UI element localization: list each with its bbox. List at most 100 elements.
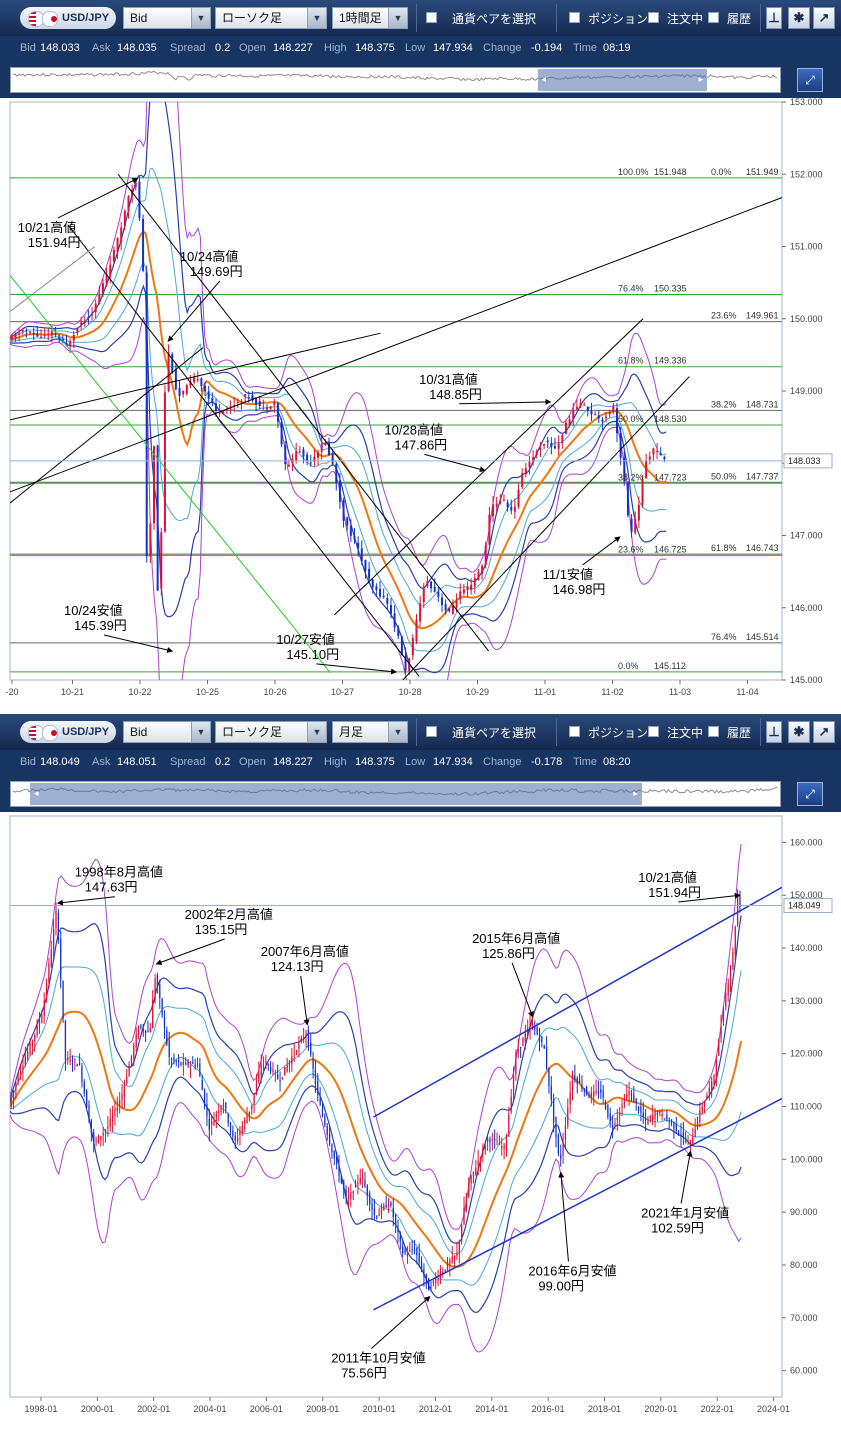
candle-body	[654, 1111, 656, 1119]
candle-body	[233, 405, 236, 407]
expand-icon[interactable]: ⤢	[797, 68, 823, 92]
popout-icon[interactable]: ↗	[813, 721, 835, 743]
positions-checkbox[interactable]	[569, 12, 580, 23]
pin-icon[interactable]: ⊥	[766, 7, 782, 29]
fibonacci-price-label: 147.723	[654, 472, 687, 482]
candle-body	[368, 568, 371, 579]
fibonacci-ratio-label: 76.4%	[711, 632, 737, 642]
timeframe-select[interactable]: 月足 ▼	[332, 721, 408, 743]
navigator-window[interactable]: ◂ ▸	[30, 783, 642, 805]
price-type-select[interactable]: Bid ▼	[123, 721, 211, 743]
candle-body	[706, 1095, 708, 1100]
candle-body	[420, 1261, 423, 1271]
candle-body	[22, 1065, 24, 1071]
history-checkbox[interactable]	[708, 12, 719, 23]
candle-body	[324, 1116, 326, 1126]
bid-label: Bid	[20, 756, 36, 768]
candle-body	[482, 1147, 484, 1154]
candle-body	[720, 1025, 722, 1039]
pair-select-label[interactable]: 通貨ペアを選択	[452, 12, 537, 26]
candle-body	[708, 1088, 710, 1093]
y-tick-label: 147.000	[790, 531, 823, 541]
ask-label: Ask	[92, 42, 111, 54]
chevron-down-icon[interactable]: ▼	[307, 8, 326, 28]
chevron-down-icon[interactable]: ▼	[307, 722, 326, 742]
candle-body	[449, 1260, 451, 1265]
candle-body	[652, 1115, 654, 1121]
candle-body	[415, 619, 418, 642]
candle-body	[357, 542, 360, 549]
candle-body	[291, 459, 294, 464]
candle-body	[444, 604, 447, 611]
candle-body	[55, 911, 57, 928]
candle-body	[515, 1052, 517, 1074]
chevron-down-icon[interactable]: ▼	[388, 722, 407, 742]
candle-body	[715, 1060, 718, 1078]
chevron-left-icon[interactable]: ◂	[33, 788, 39, 798]
candle-body	[112, 249, 115, 262]
chart-style-select[interactable]: ローソク足 ▼	[215, 721, 327, 743]
chevron-down-icon[interactable]: ▼	[388, 8, 407, 28]
candle-body	[177, 1060, 180, 1062]
open-label: Open	[239, 42, 266, 54]
candle-body	[76, 328, 79, 333]
candle-body	[135, 1034, 137, 1048]
chart-style-select[interactable]: ローソク足 ▼	[215, 7, 327, 29]
chevron-right-icon[interactable]: ▸	[698, 74, 704, 84]
orders-label: 注文中	[667, 12, 704, 26]
candle-body	[336, 1156, 338, 1164]
candle-body	[69, 341, 72, 346]
y-tick-label: 140.000	[790, 943, 823, 953]
chevron-right-icon[interactable]: ▸	[633, 788, 638, 798]
candle-body	[47, 333, 50, 335]
candle-body	[328, 1133, 331, 1145]
positions-label: ポジション	[588, 12, 649, 26]
annotation-title: 10/21高値	[638, 870, 697, 885]
expand-icon[interactable]: ⤢	[797, 782, 823, 806]
bollinger-upper-band	[10, 102, 667, 589]
navigator-scroller[interactable]: ◂ ▸	[10, 67, 781, 93]
annotation-arrow	[103, 634, 174, 653]
chevron-down-icon[interactable]: ▼	[191, 722, 210, 742]
candle-body	[623, 1102, 626, 1104]
candle-body	[357, 1182, 359, 1184]
pair-select-checkbox[interactable]	[426, 12, 437, 23]
pair-select-label[interactable]: 通貨ペアを選択	[452, 726, 537, 740]
gear-icon[interactable]: ✱	[788, 7, 810, 29]
timeframe-select[interactable]: 1時間足 ▼	[332, 7, 408, 29]
candle-body	[272, 1069, 274, 1073]
candle-body	[239, 1131, 241, 1136]
popout-icon[interactable]: ↗	[813, 7, 835, 29]
candle-body	[510, 506, 513, 511]
candle-body	[248, 1111, 251, 1117]
annotation-arrow	[459, 398, 552, 405]
orders-checkbox[interactable]	[648, 726, 659, 737]
currency-pair-pill[interactable]: USD/JPY	[20, 7, 116, 29]
currency-pair-pill[interactable]: USD/JPY	[20, 721, 116, 743]
candle-body	[569, 1091, 571, 1105]
current-price-label: 148.033	[788, 456, 821, 466]
annotation-arrow	[316, 663, 397, 675]
candle-body	[560, 1154, 562, 1159]
positions-checkbox[interactable]	[569, 726, 580, 737]
x-tick-label: 10-25	[196, 687, 219, 697]
history-checkbox[interactable]	[708, 726, 719, 737]
candle-body	[628, 1090, 630, 1096]
navigator-window[interactable]: ◂ ▸	[537, 69, 707, 91]
candle-body	[189, 1065, 192, 1067]
fibonacci-price-label: 149.961	[746, 311, 779, 321]
pin-icon[interactable]: ⊥	[766, 721, 782, 743]
price-type-select[interactable]: Bid ▼	[123, 7, 211, 29]
chevron-down-icon[interactable]: ▼	[191, 8, 210, 28]
annotation-arrow	[300, 975, 310, 1026]
gear-icon[interactable]: ✱	[788, 721, 810, 743]
candle-body	[554, 446, 557, 449]
chevron-left-icon[interactable]: ◂	[541, 74, 547, 84]
candle-body	[680, 1133, 682, 1137]
orders-checkbox[interactable]	[648, 12, 659, 23]
chart-style-value: ローソク足	[222, 11, 283, 25]
candle-body	[324, 442, 327, 446]
pair-select-checkbox[interactable]	[426, 726, 437, 737]
navigator-scroller[interactable]: ◂ ▸	[10, 781, 781, 807]
candle-body	[477, 572, 480, 580]
